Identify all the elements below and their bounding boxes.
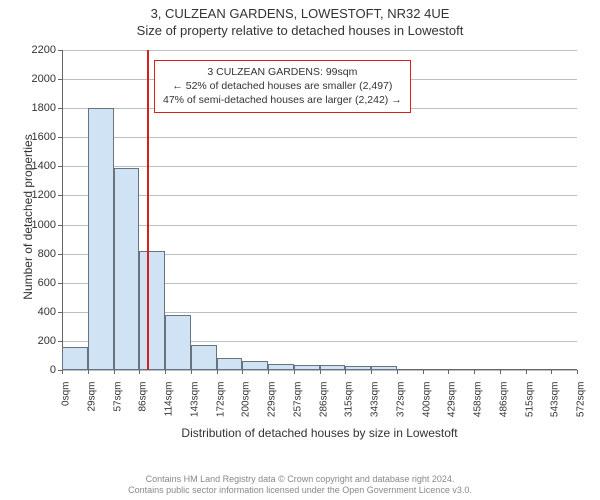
page-subtitle: Size of property relative to detached ho…: [0, 21, 600, 38]
x-tick-mark: [88, 370, 89, 374]
y-tick-label: 1800: [32, 102, 56, 114]
y-tick-label: 200: [38, 335, 56, 347]
x-tick-label: 515sqm: [524, 382, 535, 418]
histogram-bar: [345, 366, 371, 370]
histogram-bar: [217, 358, 243, 370]
y-axis-label: Number of detached properties: [21, 117, 35, 317]
y-tick-label: 1200: [32, 189, 56, 201]
x-tick-label: 172sqm: [215, 382, 226, 418]
x-tick-mark: [62, 370, 63, 374]
x-axis-label: Distribution of detached houses by size …: [62, 426, 577, 440]
x-tick-mark: [268, 370, 269, 374]
x-tick-label: 0sqm: [61, 382, 72, 406]
histogram-bar: [114, 168, 140, 370]
y-tick-label: 800: [38, 248, 56, 260]
reference-line: [147, 50, 149, 370]
annotation-line: ← 52% of detached houses are smaller (2,…: [163, 79, 402, 93]
footer-line-2: Contains public sector information licen…: [0, 485, 600, 496]
gridline: [62, 166, 577, 167]
histogram-bar: [62, 347, 88, 370]
y-tick-label: 1400: [32, 160, 56, 172]
histogram-bar: [371, 366, 397, 370]
x-tick-label: 429sqm: [447, 382, 458, 418]
x-tick-label: 486sqm: [498, 382, 509, 418]
y-tick-label: 2000: [32, 73, 56, 85]
histogram-bar: [165, 315, 191, 370]
histogram-chart: 0 200 400 600 800 1000 1200 1400 1600 1800 2000 220…: [0, 40, 600, 455]
x-tick-mark: [500, 370, 501, 374]
x-tick-mark: [217, 370, 218, 374]
gridline: [62, 137, 577, 138]
histogram-bar: [191, 345, 217, 370]
x-tick-mark: [320, 370, 321, 374]
histogram-bar: [139, 251, 165, 370]
histogram-bar: [320, 365, 346, 370]
x-tick-label: 343sqm: [370, 382, 381, 418]
x-tick-label: 86sqm: [138, 382, 149, 412]
annotation-line: 47% of semi-detached houses are larger (…: [163, 93, 402, 107]
x-tick-label: 143sqm: [189, 382, 200, 418]
x-tick-label: 257sqm: [292, 382, 303, 418]
x-tick-mark: [139, 370, 140, 374]
x-tick-mark: [242, 370, 243, 374]
x-tick-mark: [397, 370, 398, 374]
y-tick-label: 600: [38, 277, 56, 289]
x-tick-mark: [474, 370, 475, 374]
y-tick-label: 1000: [32, 219, 56, 231]
x-tick-mark: [371, 370, 372, 374]
histogram-bar: [268, 364, 294, 370]
x-tick-mark: [423, 370, 424, 374]
footer-attribution: Contains HM Land Registry data © Crown c…: [0, 474, 600, 497]
gridline: [62, 225, 577, 226]
x-tick-mark: [345, 370, 346, 374]
footer-line-1: Contains HM Land Registry data © Crown c…: [0, 474, 600, 485]
histogram-bar: [294, 365, 320, 370]
gridline: [62, 50, 577, 51]
x-tick-label: 400sqm: [421, 382, 432, 418]
y-tick-label: 0: [50, 364, 56, 376]
plot-area: 0200400600800100012001400160018002000220…: [62, 50, 577, 370]
y-axis-line: [62, 50, 63, 370]
y-tick-label: 2200: [32, 44, 56, 56]
x-tick-label: 572sqm: [576, 382, 587, 418]
x-tick-label: 315sqm: [344, 382, 355, 418]
x-tick-mark: [114, 370, 115, 374]
x-tick-label: 29sqm: [86, 382, 97, 412]
x-tick-label: 200sqm: [241, 382, 252, 418]
histogram-bar: [88, 108, 114, 370]
histogram-bar: [242, 361, 268, 370]
x-tick-label: 543sqm: [550, 382, 561, 418]
page-title: 3, CULZEAN GARDENS, LOWESTOFT, NR32 4UE: [0, 0, 600, 21]
x-tick-label: 114sqm: [164, 382, 175, 417]
x-tick-label: 286sqm: [318, 382, 329, 418]
x-tick-mark: [191, 370, 192, 374]
annotation-line: 3 CULZEAN GARDENS: 99sqm: [163, 65, 402, 79]
x-tick-mark: [551, 370, 552, 374]
annotation-box: 3 CULZEAN GARDENS: 99sqm← 52% of detache…: [154, 60, 411, 113]
x-tick-label: 372sqm: [395, 382, 406, 418]
gridline: [62, 195, 577, 196]
x-tick-mark: [294, 370, 295, 374]
x-tick-mark: [165, 370, 166, 374]
x-tick-label: 458sqm: [473, 382, 484, 418]
x-tick-mark: [448, 370, 449, 374]
y-tick-label: 400: [38, 306, 56, 318]
y-tick-label: 1600: [32, 131, 56, 143]
x-tick-mark: [577, 370, 578, 374]
x-tick-mark: [526, 370, 527, 374]
x-tick-label: 229sqm: [267, 382, 278, 418]
x-tick-label: 57sqm: [112, 382, 123, 412]
